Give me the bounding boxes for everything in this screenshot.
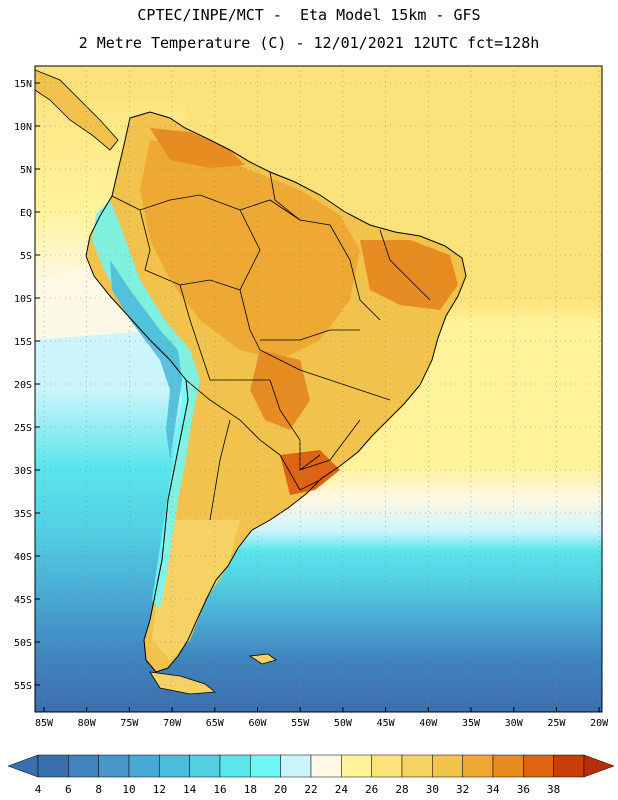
colorbar-label: 34 xyxy=(486,783,500,796)
lon-label: 80W xyxy=(78,718,97,729)
andes-cold-strip xyxy=(92,200,200,610)
lon-label: 55W xyxy=(291,718,310,729)
colorbar-label: 18 xyxy=(244,783,257,796)
colorbar-label: 36 xyxy=(517,783,530,796)
continent-coastline xyxy=(85,111,467,673)
colorbar-label: 10 xyxy=(122,783,135,796)
map-title-line-1: CPTEC/INPE/MCT - Eta Model 15km - GFS xyxy=(137,6,481,24)
map-frame xyxy=(34,65,603,713)
lat-label: 25S xyxy=(14,423,32,434)
caribbean-warm-field xyxy=(35,66,602,110)
longitude-labels: 85W 80W 75W 70W 65W 60W 55W 50W 45W 40W 35W 30W 25W 2… xyxy=(35,718,609,729)
lon-label: 25W xyxy=(547,718,566,729)
lat-label: 55S xyxy=(14,681,32,692)
central-hot-zone xyxy=(250,350,310,430)
lon-label: 75W xyxy=(120,718,139,729)
colorbar-label: 6 xyxy=(65,783,72,796)
lat-label: 15S xyxy=(14,337,32,348)
lat-label: 5N xyxy=(20,165,32,176)
colorbar-label: 24 xyxy=(335,783,349,796)
colorbar-label: 14 xyxy=(183,783,197,796)
lat-label: 45S xyxy=(14,595,32,606)
lon-label: 30W xyxy=(505,718,524,729)
colorbar-label: 20 xyxy=(274,783,287,796)
lon-label: 35W xyxy=(462,718,481,729)
colorbar-swatch xyxy=(462,754,494,778)
map-title-line-2: 2 Metre Temperature (C) - 12/01/2021 12U… xyxy=(78,34,540,52)
lat-label: EQ xyxy=(20,208,32,219)
colorbar-swatch xyxy=(189,754,221,778)
colorbar-swatch xyxy=(553,754,585,778)
lon-label: 40W xyxy=(419,718,438,729)
colorbar-swatch xyxy=(310,754,342,778)
amazon-warm-zone xyxy=(140,140,360,360)
lat-label: 20S xyxy=(14,380,32,391)
falkland-islands xyxy=(248,653,277,665)
lon-label: 70W xyxy=(163,718,182,729)
colorbar-left-arrow xyxy=(7,754,39,778)
lon-label: 85W xyxy=(35,718,54,729)
colorbar-swatch xyxy=(341,754,372,778)
colorbar-swatch xyxy=(128,754,160,778)
colorbar-label: 8 xyxy=(95,783,102,796)
lat-label: 5S xyxy=(20,251,32,262)
colorbar-swatch xyxy=(280,754,312,778)
lat-label: 10N xyxy=(14,122,32,133)
colorbar-label: 30 xyxy=(426,783,439,796)
colorbar-label: 26 xyxy=(365,783,378,796)
lon-label: 20W xyxy=(590,718,609,729)
lon-label: 65W xyxy=(206,718,225,729)
colorbar-swatch xyxy=(68,754,99,778)
colorbar-label: 12 xyxy=(153,783,166,796)
colorbar-label: 28 xyxy=(395,783,408,796)
colorbar-swatch xyxy=(492,754,524,778)
colorbar-label: 16 xyxy=(213,783,226,796)
colorbar-swatch xyxy=(219,754,251,778)
lat-label: 40S xyxy=(14,552,32,563)
colorbar-swatch xyxy=(250,754,281,778)
colorbar-swatch xyxy=(37,754,69,778)
colorbar-right-arrow xyxy=(583,754,615,778)
patagonia-zone xyxy=(152,520,240,660)
central-america-land xyxy=(35,69,119,151)
colorbar-swatch xyxy=(159,754,190,778)
venezuela-hot-zone xyxy=(150,128,245,168)
colorbar-swatch xyxy=(401,754,433,778)
andes-colder-core xyxy=(110,260,182,460)
colorbar-swatch xyxy=(371,754,403,778)
latitude-labels: 15N 10N 5N EQ 5S 10S 15S 20S 25S 30S 35S 40S 45S 50S 5… xyxy=(14,79,32,692)
lon-label: 50W xyxy=(334,718,353,729)
colorbar-swatch xyxy=(98,754,130,778)
lat-label: 30S xyxy=(14,466,32,477)
colorbar-label: 22 xyxy=(304,783,317,796)
colorbar-label: 32 xyxy=(456,783,469,796)
colorbar-label: 4 xyxy=(35,783,42,796)
lat-label: 10S xyxy=(14,294,32,305)
lat-label: 35S xyxy=(14,509,32,520)
colorbar-swatch xyxy=(523,754,554,778)
colorbar-label: 38 xyxy=(547,783,560,796)
lon-label: 45W xyxy=(377,718,396,729)
lon-label: 60W xyxy=(248,718,267,729)
colorbar-swatch xyxy=(432,754,463,778)
lat-label: 15N xyxy=(14,79,32,90)
graticule xyxy=(35,66,602,712)
northeast-hot-zone xyxy=(360,240,458,310)
temperature-colorbar: 4 6 8 10 12 14 16 18 20 22 24 26 28 30 32 34 36 38 xyxy=(7,754,615,796)
lat-label: 50S xyxy=(14,638,32,649)
